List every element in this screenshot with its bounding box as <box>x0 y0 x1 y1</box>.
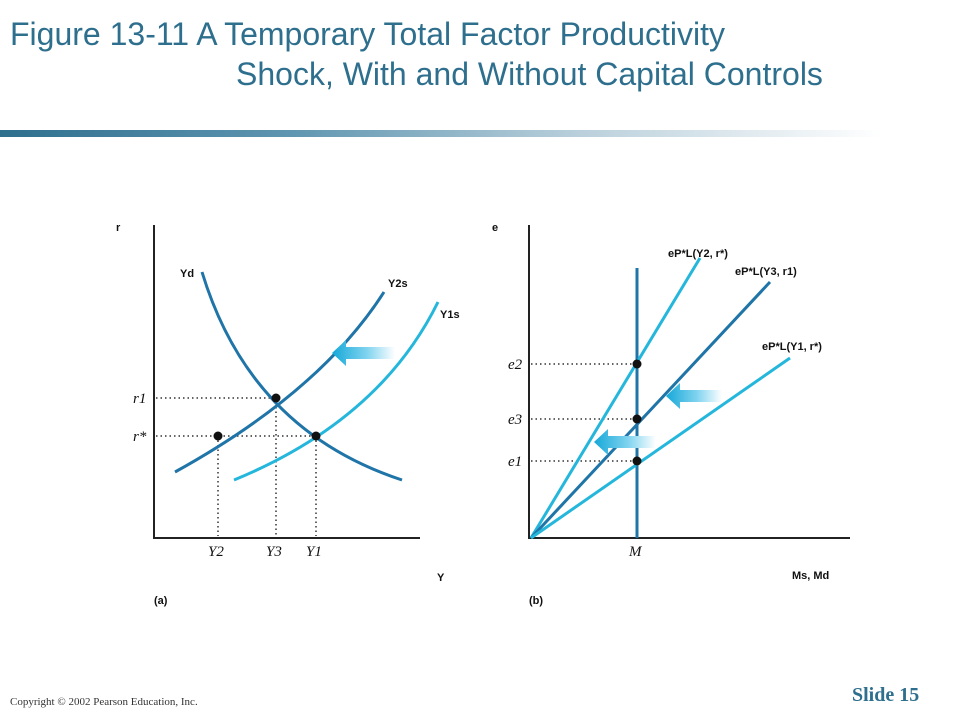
title-line-1: Figure 13-11 A Temporary Total Factor Pr… <box>10 16 725 52</box>
copyright-text: Copyright © 2002 Pearson Education, Inc. <box>10 696 198 708</box>
slide-title: Figure 13-11 A Temporary Total Factor Pr… <box>10 14 950 94</box>
point-e3 <box>632 414 642 424</box>
panel-a-y-axis-label: r <box>116 222 121 234</box>
e3-tick: e3 <box>508 412 522 428</box>
line-label-top: eP*L(Y2, r*) <box>668 248 728 260</box>
m-tick: M <box>628 544 643 560</box>
line-y3-r1 <box>529 280 772 540</box>
y2-tick: Y2 <box>208 544 224 560</box>
point-e2 <box>632 359 642 369</box>
point-y3-r1 <box>271 393 281 403</box>
supply1-label: Y1s <box>440 309 460 321</box>
panel-b-y-axis-label: e <box>492 222 498 234</box>
panel-b: e Ms, Md eP*L(Y2, r*) eP*L(Y3, r1) eP*L(… <box>492 222 850 607</box>
supply2-label: Y2s <box>388 278 408 290</box>
panel-b-x-axis-label: Ms, Md <box>792 570 829 582</box>
e1-tick: e1 <box>508 454 522 470</box>
point-y2-rstar <box>213 431 223 441</box>
point-e1 <box>632 456 642 466</box>
shift-arrow-upper <box>666 383 722 409</box>
panel-a-x-axis-label: Y <box>437 572 445 584</box>
y1-tick: Y1 <box>306 544 322 560</box>
supply2-curve <box>174 291 386 474</box>
panel-a-label: (a) <box>154 595 168 607</box>
panel-b-label: (b) <box>529 595 543 607</box>
y3-tick: Y3 <box>266 544 282 560</box>
line-label-mid: eP*L(Y3, r1) <box>735 266 797 278</box>
r1-tick: r1 <box>133 391 146 407</box>
e2-tick: e2 <box>508 357 523 373</box>
title-divider <box>0 130 960 137</box>
panel-a: r Y Yd Y2s Y1s r1 r* Y2 Y3 Y1 (a) <box>116 222 460 607</box>
title-line-2: Shock, With and Without Capital Controls <box>236 56 823 92</box>
line-y1-rstar <box>530 356 791 540</box>
demand-curve <box>200 271 403 482</box>
supply1-curve <box>233 301 440 482</box>
shift-arrow-lower <box>594 429 656 455</box>
line-y2-rstar <box>529 257 702 539</box>
supply-shift-arrow <box>332 340 395 366</box>
point-y1-rstar <box>311 431 321 441</box>
line-label-low: eP*L(Y1, r*) <box>762 341 822 353</box>
rstar-tick: r* <box>133 429 147 445</box>
slide-number: Slide 15 <box>852 684 920 706</box>
demand-label: Yd <box>180 268 194 280</box>
